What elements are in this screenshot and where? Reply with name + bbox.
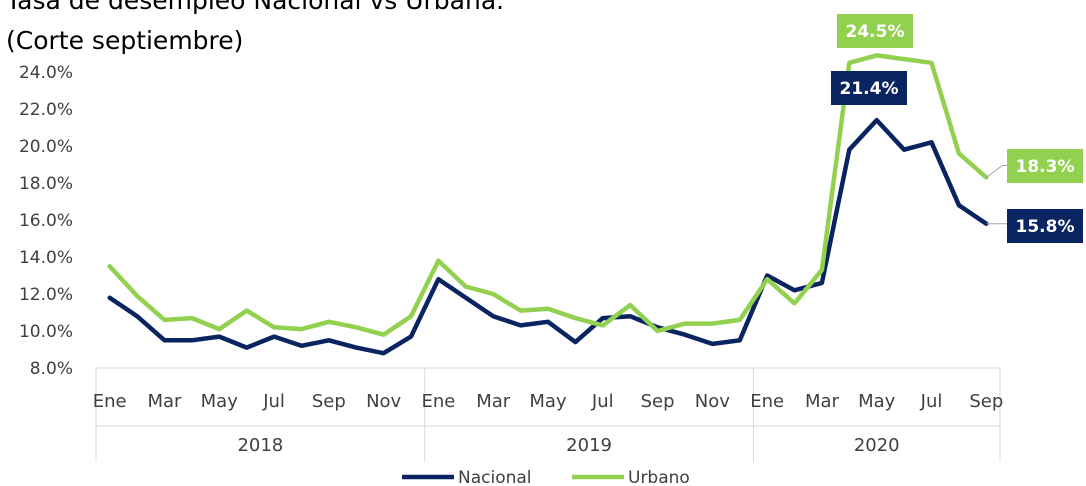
series-line-nacional [107, 117, 989, 356]
y-tick-label: 12.0% [19, 285, 73, 305]
urbano-peak-label: 24.5% [846, 22, 905, 42]
x-tick-label: Sep [312, 391, 346, 412]
nacional-end-label-box [1007, 209, 1083, 243]
y-tick-label: 16.0% [19, 211, 73, 231]
y-tick-label: 14.0% [19, 248, 73, 268]
nacional-peak-label: 21.4% [840, 79, 899, 99]
x-axis-ticks: Ene Mar May Jul Sep Nov Ene Mar May Jul Sep Nov Ene M… [93, 391, 1004, 412]
y-tick-label: 18.0% [19, 174, 73, 194]
data-labels: 24.5% 21.4% 18.3% 15.8% [831, 14, 1083, 243]
x-tick-label: Ene [750, 391, 784, 412]
legend-label-urbano: Urbano [628, 468, 690, 486]
y-tick-label: 10.0% [19, 322, 73, 342]
axes [95, 367, 1001, 462]
year-label: 2020 [854, 435, 900, 456]
x-axis-years: 2018 2019 2020 [237, 435, 899, 456]
urbano-end-label-box [1007, 149, 1083, 183]
y-axis-ticks: 8.0% 10.0% 12.0% 14.0% 16.0% 18.0% 20.0% 22.0% 2… [19, 63, 73, 379]
legend-label-nacional: Nacional [458, 468, 532, 486]
chart-subtitle: (Corte septiembre) [6, 26, 244, 55]
nacional-peak-label-box [831, 71, 907, 105]
x-tick-label: Jul [262, 391, 285, 412]
legend: Nacional Urbano [402, 468, 690, 486]
series-line-urbano [107, 53, 989, 337]
y-tick-label: 8.0% [30, 359, 73, 379]
year-label: 2019 [566, 435, 612, 456]
x-tick-label: Ene [421, 391, 455, 412]
series-lines [107, 53, 989, 356]
y-tick-label: 24.0% [19, 63, 73, 83]
year-label: 2018 [237, 435, 283, 456]
urbano-peak-label-box [837, 14, 913, 48]
urbano-end-label: 18.3% [1016, 157, 1075, 177]
x-tick-label: Jul [920, 391, 943, 412]
y-tick-label: 22.0% [19, 100, 73, 120]
chart-title: Tasa de desempleo Nacional vs Urbana. [6, 0, 505, 15]
x-tick-label: May [201, 391, 239, 412]
x-tick-label: May [858, 391, 896, 412]
x-tick-label: Nov [695, 391, 730, 412]
urbano-end-leader [986, 164, 1010, 178]
x-tick-label: Mar [805, 391, 840, 412]
nacional-end-label: 15.8% [1016, 217, 1075, 237]
x-tick-label: Sep [969, 391, 1003, 412]
x-tick-label: May [529, 391, 567, 412]
x-tick-label: Jul [591, 391, 614, 412]
y-tick-label: 20.0% [19, 137, 73, 157]
x-tick-label: Sep [641, 391, 675, 412]
x-tick-label: Mar [148, 391, 183, 412]
x-tick-label: Nov [366, 391, 401, 412]
x-tick-label: Mar [476, 391, 511, 412]
x-tick-label: Ene [93, 391, 127, 412]
